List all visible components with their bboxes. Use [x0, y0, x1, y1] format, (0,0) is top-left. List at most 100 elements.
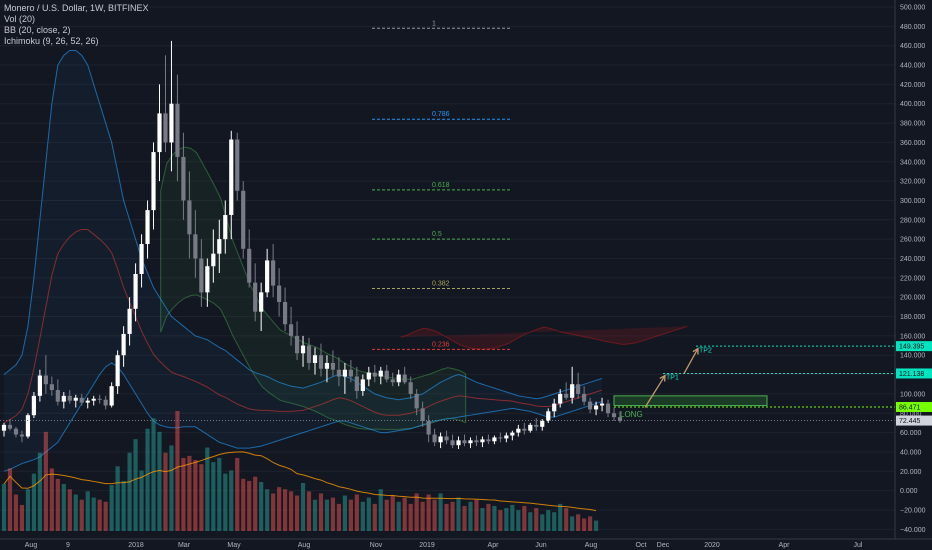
volume-bar [378, 489, 383, 531]
ichimoku-cloud [160, 146, 688, 431]
chart-legend: Monero / U.S. Dollar, 1W, BITFINEX Vol (… [4, 3, 149, 47]
y-tick-label: 500.000 [900, 5, 925, 12]
candle-body [593, 405, 599, 410]
y-tick-label: −20.000 [900, 507, 926, 514]
y-tick-label: 200.000 [900, 295, 925, 302]
bb-indicator-label[interactable]: BB (20, close, 2) [4, 25, 71, 35]
volume-bar [282, 489, 288, 531]
volume-bar [582, 518, 587, 531]
price-badge-label: 149.395 [899, 344, 924, 351]
volume-bar [318, 493, 324, 531]
volume-bar [259, 481, 264, 531]
y-tick-label: 360.000 [900, 140, 925, 147]
y-tick-label: 160.000 [900, 333, 925, 340]
price-badge [896, 401, 932, 412]
volume-bar [163, 452, 168, 531]
volume-bar [306, 491, 312, 531]
candle-body [43, 375, 48, 385]
candle-body [127, 308, 132, 334]
candle-body [109, 386, 114, 406]
volume-bar [175, 411, 180, 531]
volume-bar [205, 447, 210, 531]
x-tick-label: 2019 [419, 542, 435, 549]
candle-body [199, 258, 204, 293]
candle-body [145, 210, 150, 244]
candle-body [444, 436, 449, 441]
candle-body [570, 384, 575, 398]
volume-bar [109, 485, 114, 531]
y-tick-label: 240.000 [900, 256, 925, 263]
candle-body [61, 395, 66, 402]
candle-body [480, 439, 485, 443]
y-tick-label: 260.000 [900, 237, 925, 244]
entry-zone [613, 395, 768, 407]
volume-bar [498, 510, 503, 531]
candle-body [528, 424, 533, 431]
candle-body [552, 403, 557, 412]
volume-bar [1, 484, 7, 531]
candle-body [253, 282, 258, 312]
cloud-green-area [160, 146, 467, 431]
price-badge [896, 341, 932, 352]
candle-body [85, 400, 90, 403]
volume-bar [241, 478, 246, 531]
volume-bar [390, 495, 395, 531]
grid-lines [0, 6, 895, 530]
y-tick-label: 180.000 [900, 314, 925, 321]
vol-indicator-label[interactable]: Vol (20) [4, 14, 36, 24]
ichimoku-indicator-label[interactable]: Ichimoku (9, 26, 52, 26) [4, 36, 99, 46]
volume-bar [55, 478, 60, 531]
candle-body [396, 374, 401, 383]
volume-bar [145, 428, 150, 531]
candle-body [13, 428, 19, 435]
candle-body [121, 333, 126, 356]
volume-bar [324, 499, 330, 531]
candle-body [330, 362, 336, 370]
candle-body [247, 248, 252, 283]
y-tick-label: 480.000 [900, 24, 925, 31]
volume-bar [265, 489, 270, 531]
volume-bar [588, 516, 593, 531]
volume-bar [444, 503, 449, 531]
volume-bar [288, 491, 294, 531]
volume-bar [199, 464, 204, 531]
fib-label: 0.236 [432, 341, 450, 348]
x-tick-label: 9 [66, 542, 70, 549]
target-arrow-head [659, 374, 666, 382]
candle-body [348, 369, 353, 377]
tp2-label: TP2 [699, 347, 712, 354]
y-tick-label: −40.000 [900, 527, 926, 534]
volume-bar [360, 501, 365, 531]
candle-body [97, 398, 102, 400]
volume-bar [540, 514, 545, 531]
candle-body [73, 397, 78, 401]
candle-body [522, 428, 527, 431]
x-tick-label: Jun [535, 542, 546, 549]
volume-bar [330, 497, 336, 531]
volume-bar [235, 457, 240, 531]
x-tick-label: Aug [298, 542, 311, 549]
y-tick-label: 320.000 [900, 179, 925, 186]
volume-bar [414, 493, 419, 531]
candle-body [294, 335, 300, 354]
volume-bar [456, 497, 461, 531]
x-tick-label: Jul [854, 542, 863, 549]
fib-label: 0.5 [432, 231, 442, 238]
volume-bar [294, 495, 300, 531]
symbol-title[interactable]: Monero / U.S. Dollar, 1W, BITFINEX [4, 3, 149, 13]
fib-label: 0.786 [432, 111, 450, 118]
x-tick-label: 2020 [704, 542, 720, 549]
candle-body [438, 436, 443, 443]
volume-bar [133, 439, 138, 531]
volume-bar [480, 508, 485, 531]
price-badge [896, 368, 932, 379]
volume-bar [522, 505, 527, 531]
volume-bar [570, 516, 575, 531]
volume-bar [25, 489, 31, 531]
volume-bar [73, 494, 78, 531]
candle-body [1, 424, 7, 431]
candle-body [498, 437, 503, 439]
price-badge-label: 86.471 [899, 404, 921, 411]
y-tick-label: 400.000 [900, 101, 925, 108]
